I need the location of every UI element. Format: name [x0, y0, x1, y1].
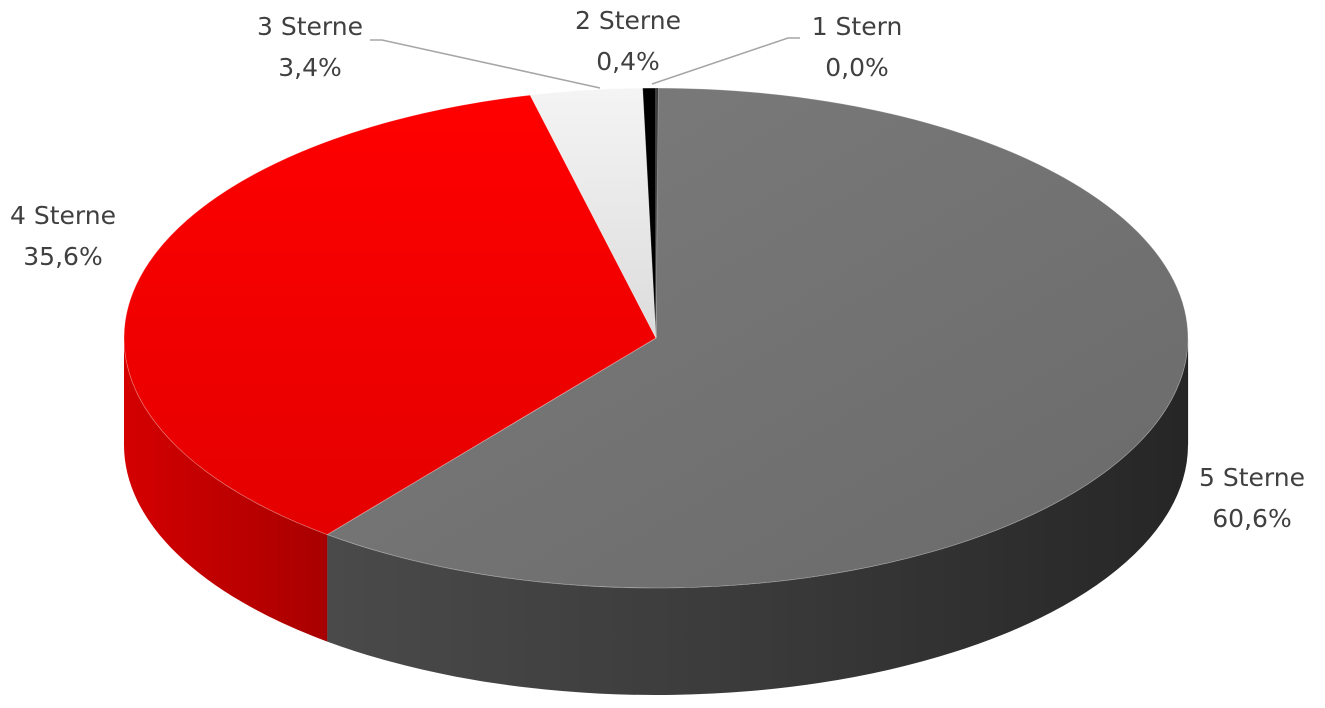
slice-value-2-sterne: 0,4%	[596, 47, 660, 76]
slice-label-4-sterne: 4 Sterne	[10, 201, 116, 230]
pie-side-5-sterne	[327, 338, 1188, 695]
slice-value-5-sterne: 60,6%	[1212, 504, 1291, 533]
leader-line-3-sterne	[370, 39, 601, 89]
pie-slice-4-sterne[interactable]	[123, 94, 657, 536]
pie-slice-1-stern[interactable]	[655, 87, 659, 339]
pie-slice-3-sterne[interactable]	[529, 87, 657, 339]
slice-label-5-sterne: 5 Sterne	[1199, 463, 1305, 492]
leader-line-1-stern	[651, 37, 800, 85]
slice-label-1-stern: 1 Stern	[812, 12, 903, 41]
slice-value-1-stern: 0,0%	[825, 53, 889, 82]
slice-value-3-sterne: 3,4%	[278, 53, 342, 82]
slice-label-2-sterne: 2 Sterne	[575, 6, 681, 35]
pie-slice-5-sterne[interactable]	[326, 87, 1189, 589]
slice-value-4-sterne: 35,6%	[23, 242, 102, 271]
pie-slice-2-sterne[interactable]	[642, 87, 657, 339]
pie-side-4-sterne	[124, 338, 328, 642]
slice-label-3-sterne: 3 Sterne	[257, 12, 363, 41]
